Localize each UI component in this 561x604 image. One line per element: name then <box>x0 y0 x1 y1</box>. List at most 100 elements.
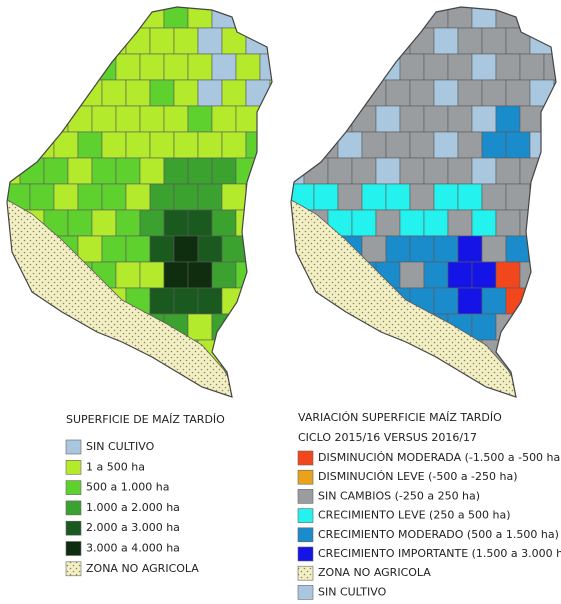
district <box>235 53 261 81</box>
district <box>543 313 556 341</box>
district <box>259 261 272 289</box>
legend-swatch <box>297 489 314 504</box>
district <box>471 209 497 237</box>
district <box>77 27 103 55</box>
district <box>19 53 45 81</box>
district <box>543 7 556 29</box>
district <box>495 105 521 133</box>
district <box>481 131 507 159</box>
district <box>303 7 329 29</box>
district <box>303 53 329 81</box>
district <box>519 313 545 341</box>
district <box>211 105 237 133</box>
district <box>481 287 507 315</box>
legend-swatch <box>65 541 82 556</box>
district <box>303 313 329 341</box>
districts <box>7 7 272 397</box>
district <box>67 209 93 237</box>
district <box>221 79 247 107</box>
district <box>259 209 272 237</box>
district <box>505 339 531 367</box>
district <box>337 27 363 55</box>
district <box>115 209 141 237</box>
district <box>423 365 449 393</box>
district <box>505 391 531 397</box>
district <box>423 105 449 133</box>
district <box>457 183 483 211</box>
district <box>259 105 272 133</box>
district <box>269 235 272 263</box>
district <box>529 183 555 211</box>
district <box>495 157 521 185</box>
district <box>409 235 435 263</box>
district <box>53 27 79 55</box>
district <box>519 365 545 393</box>
district <box>245 27 271 55</box>
legend-swatch <box>297 546 314 562</box>
district <box>125 131 151 159</box>
district <box>433 131 459 159</box>
district <box>211 53 237 81</box>
district <box>553 391 556 397</box>
district <box>447 157 473 185</box>
legend-swatch <box>297 585 314 600</box>
legend-label: ZONA NO AGRICOLA <box>86 562 199 575</box>
district <box>163 105 189 133</box>
district <box>197 183 223 211</box>
district <box>115 365 141 393</box>
district <box>269 391 272 397</box>
district <box>29 79 55 107</box>
district <box>481 79 507 107</box>
legend-swatch <box>65 520 82 536</box>
district <box>19 7 45 29</box>
district <box>149 79 175 107</box>
district <box>399 365 425 393</box>
district <box>139 261 165 289</box>
district <box>409 79 435 107</box>
district <box>29 339 55 367</box>
district <box>115 261 141 289</box>
district <box>529 131 555 159</box>
district <box>259 365 272 393</box>
district <box>91 157 117 185</box>
district <box>291 105 305 133</box>
legend-label: 2.000 a 3.000 ha <box>86 521 180 534</box>
district <box>337 183 363 211</box>
district <box>187 53 213 81</box>
district <box>235 209 261 237</box>
district <box>7 7 21 29</box>
district <box>149 235 175 263</box>
district <box>187 7 213 29</box>
district <box>221 391 247 397</box>
district <box>187 157 213 185</box>
district <box>197 287 223 315</box>
district <box>53 131 79 159</box>
province-outline <box>290 6 557 398</box>
district <box>67 365 93 393</box>
district <box>303 105 329 133</box>
district <box>269 339 272 367</box>
district <box>543 157 556 185</box>
district <box>351 365 377 393</box>
district <box>495 53 521 81</box>
district <box>259 7 272 29</box>
district <box>291 7 305 29</box>
district <box>43 53 69 81</box>
legend-swatch <box>65 459 82 475</box>
district <box>7 313 21 341</box>
district <box>313 27 339 55</box>
district <box>481 27 507 55</box>
district <box>495 209 521 237</box>
district <box>211 157 237 185</box>
district <box>471 157 497 185</box>
district <box>337 339 363 367</box>
district <box>457 27 483 55</box>
district <box>269 183 272 211</box>
district <box>7 365 21 393</box>
district <box>553 235 556 263</box>
district <box>269 27 272 55</box>
district <box>423 209 449 237</box>
district <box>361 339 387 367</box>
district <box>327 313 353 341</box>
district <box>433 183 459 211</box>
